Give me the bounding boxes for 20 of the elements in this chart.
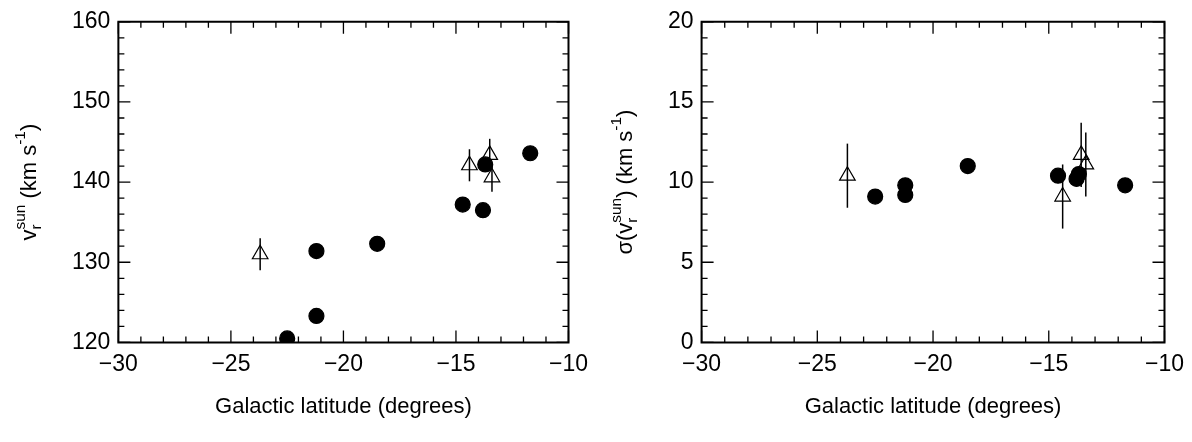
y-tick-label: 130: [72, 247, 111, 274]
y-tick-label: 160: [72, 7, 111, 34]
y-tick-label: 150: [72, 87, 111, 114]
y-axis-title: σ(vrsun) (km s-1): [607, 109, 640, 255]
x-tick-label: −25: [797, 349, 837, 376]
x-tick-label: −15: [1029, 349, 1069, 376]
y-tick-label: 5: [680, 247, 694, 274]
x-axis-title: Galactic latitude (degrees): [804, 393, 1062, 419]
x-axis-title: Galactic latitude (degrees): [215, 393, 472, 419]
y-tick-label: 140: [72, 167, 111, 194]
x-tick-label: −25: [211, 349, 251, 376]
x-tick-label: −20: [913, 349, 953, 376]
x-tick-label: −20: [323, 349, 363, 376]
x-tick-label: −10: [548, 349, 588, 376]
y-tick-label: 20: [667, 7, 694, 34]
x-tick-label: −15: [436, 349, 476, 376]
y-axis-title: vrsun (km s-1): [11, 123, 44, 241]
x-tick-label: −10: [1144, 349, 1184, 376]
y-tick-label: 10: [667, 167, 694, 194]
y-tick-label: 15: [667, 87, 694, 114]
